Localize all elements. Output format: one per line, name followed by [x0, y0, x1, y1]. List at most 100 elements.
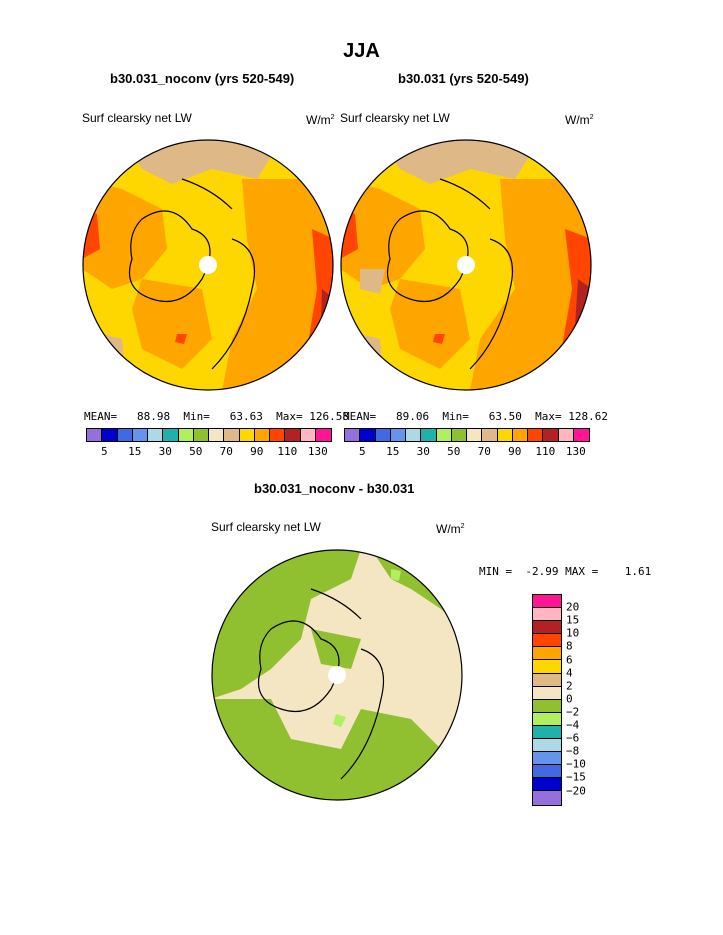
map-region-green: [212, 699, 462, 800]
map-region-orange: [470, 179, 591, 390]
map-region-pink: [580, 339, 591, 379]
colorbar-tick-label: 6: [566, 653, 573, 666]
left-stats: MEAN= 88.98 Min= 63.63 Max= 126.58: [84, 410, 349, 423]
colorbar-swatch: [178, 429, 194, 441]
colorbar-swatch: [315, 429, 331, 441]
colorbar-swatch: [132, 429, 148, 441]
colorbar-tick-label: 10: [566, 626, 580, 640]
colorbar-swatch: [533, 673, 561, 687]
colorbar-swatch: [512, 429, 528, 441]
colorbar-tick-label: 30: [416, 445, 430, 458]
map-region-orange: [341, 179, 425, 289]
diff-stats: MIN = -2.99 MAX = 1.61: [479, 565, 652, 578]
colorbar-swatch: [533, 765, 561, 779]
map-region-red: [175, 334, 187, 344]
main-title: JJA: [343, 40, 380, 62]
colorbar-tick-label: 50: [447, 445, 461, 458]
colorbar-swatch: [497, 429, 513, 441]
colorbar-tick-label: 5: [358, 445, 366, 458]
colorbar-swatch: [533, 595, 561, 609]
colorbar-swatch: [239, 429, 255, 441]
right-colorbar-ticks: 5 15 30 50 70 90 110 130: [344, 445, 590, 459]
coastline: [340, 648, 385, 780]
colorbar-swatch: [558, 429, 574, 441]
map-region-lightgreen: [333, 714, 346, 727]
map-region-orange: [83, 179, 167, 289]
coastline: [439, 178, 491, 210]
colorbar-tick-label: 130: [565, 445, 586, 458]
right-stats: MEAN= 89.06 Min= 63.50 Max= 128.62: [343, 410, 608, 423]
coastline: [386, 210, 469, 303]
colorbar-swatch: [163, 429, 179, 441]
colorbar-swatch: [102, 429, 118, 441]
map-region-red: [433, 334, 445, 344]
colorbar-swatch: [224, 429, 240, 441]
colorbar-tick-label: 20: [566, 600, 580, 614]
colorbar-swatch: [117, 429, 133, 441]
left-colorbar: [86, 428, 332, 442]
right-units: W/m2: [565, 113, 594, 127]
colorbar-swatch: [533, 608, 561, 622]
diff-field-label: Surf clearsky net LW: [211, 520, 321, 534]
colorbar-tick-label: −2: [566, 705, 580, 719]
right-field-label: Surf clearsky net LW: [340, 111, 450, 125]
colorbar-swatch: [533, 699, 561, 713]
pole-hole: [328, 666, 346, 684]
colorbar-tick-label: −15: [566, 770, 586, 784]
map-region-lightgreen: [391, 569, 401, 581]
colorbar-tick-label: 90: [508, 445, 522, 458]
colorbar-tick-label: 70: [477, 445, 491, 458]
colorbar-swatch: [533, 686, 561, 700]
colorbar-swatch: [533, 712, 561, 726]
colorbar-tick-label: 2: [566, 679, 573, 693]
left-field-label: Surf clearsky net LW: [82, 111, 192, 125]
colorbar-swatch: [360, 429, 376, 441]
map-region-orange: [132, 279, 212, 369]
diff-case-title: b30.031_noconv - b30.031: [254, 481, 415, 496]
colorbar-swatch: [390, 429, 406, 441]
colorbar-tick-label: 15: [566, 613, 580, 627]
pole-hole: [457, 256, 475, 274]
colorbar-swatch: [375, 429, 391, 441]
map-region-darkred: [320, 289, 333, 364]
coastline: [257, 620, 340, 713]
colorbar-swatch: [285, 429, 301, 441]
colorbar-swatch: [573, 429, 589, 441]
colorbar-swatch: [270, 429, 286, 441]
colorbar-swatch: [543, 429, 559, 441]
colorbar-swatch: [300, 429, 316, 441]
colorbar-swatch: [254, 429, 270, 441]
colorbar-tick-label: −20: [566, 784, 586, 797]
colorbar-swatch: [209, 429, 225, 441]
colorbar-swatch: [345, 429, 361, 441]
colorbar-tick-label: 110: [535, 445, 556, 458]
colorbar-tick-label: 8: [566, 639, 573, 653]
colorbar-swatch: [533, 739, 561, 753]
diff-polar-map: [211, 549, 463, 801]
colorbar-tick-label: 90: [250, 445, 264, 458]
pole-hole: [199, 256, 217, 274]
colorbar-swatch: [148, 429, 164, 441]
colorbar-tick-label: 15: [386, 445, 400, 458]
left-colorbar-ticks: 5 15 30 50 70 90 110 130: [86, 445, 332, 459]
colorbar-swatch: [193, 429, 209, 441]
left-case-title: b30.031_noconv (yrs 520-549): [110, 71, 295, 86]
colorbar-swatch: [528, 429, 544, 441]
colorbar-tick-label: 0: [566, 692, 573, 706]
coastline: [211, 238, 256, 370]
colorbar-tick-label: −8: [566, 744, 580, 758]
colorbar-swatch: [421, 429, 437, 441]
map-region-tan: [312, 154, 333, 179]
colorbar-tick-label: 110: [277, 445, 298, 458]
colorbar-tick-label: −10: [566, 757, 586, 771]
map-region-tan: [570, 154, 591, 179]
colorbar-swatch: [533, 660, 561, 674]
colorbar-swatch: [467, 429, 483, 441]
colorbar-tick-label: 50: [189, 445, 203, 458]
colorbar-tick-label: 70: [219, 445, 233, 458]
coastline: [181, 178, 233, 210]
left-polar-map: [82, 139, 334, 391]
colorbar-swatch: [533, 778, 561, 792]
colorbar-tick-label: 30: [158, 445, 172, 458]
colorbar-swatch: [406, 429, 422, 441]
